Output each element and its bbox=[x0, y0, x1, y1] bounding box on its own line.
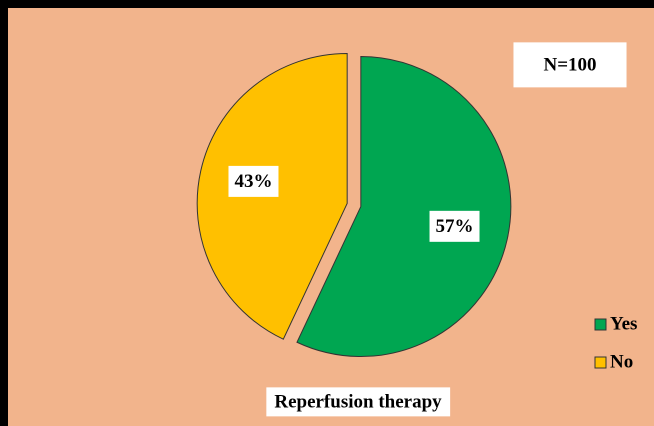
annotation-box bbox=[513, 42, 627, 88]
pie-slice bbox=[296, 56, 512, 357]
chart-title: Reperfusion therapy bbox=[274, 391, 442, 412]
title-box bbox=[266, 387, 451, 417]
legend-label: No bbox=[610, 351, 633, 372]
legend-label: Yes bbox=[610, 313, 637, 334]
data-label-box bbox=[228, 165, 279, 197]
data-label-box bbox=[429, 210, 480, 242]
data-label: 57% bbox=[436, 216, 474, 237]
data-label: 43% bbox=[234, 171, 272, 192]
legend-swatch bbox=[594, 318, 607, 331]
annotation: N=100 bbox=[543, 54, 596, 75]
legend-swatch bbox=[594, 356, 607, 369]
